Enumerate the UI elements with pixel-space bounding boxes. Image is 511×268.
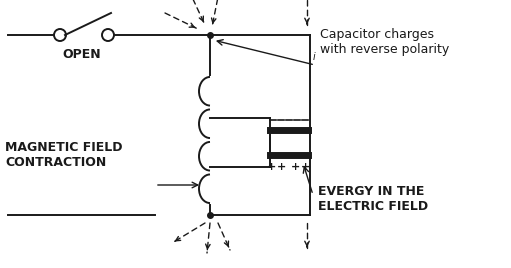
Text: +: + [300, 162, 310, 172]
Text: i: i [313, 52, 316, 62]
Text: +: + [277, 162, 287, 172]
Text: OPEN: OPEN [63, 49, 101, 61]
Text: +: + [267, 162, 276, 172]
Text: EVERGY IN THE
ELECTRIC FIELD: EVERGY IN THE ELECTRIC FIELD [318, 185, 428, 213]
Text: MAGNETIC FIELD
CONTRACTION: MAGNETIC FIELD CONTRACTION [5, 141, 123, 169]
Text: +: + [290, 162, 299, 172]
Text: Capacitor charges
with reverse polarity: Capacitor charges with reverse polarity [320, 28, 449, 56]
